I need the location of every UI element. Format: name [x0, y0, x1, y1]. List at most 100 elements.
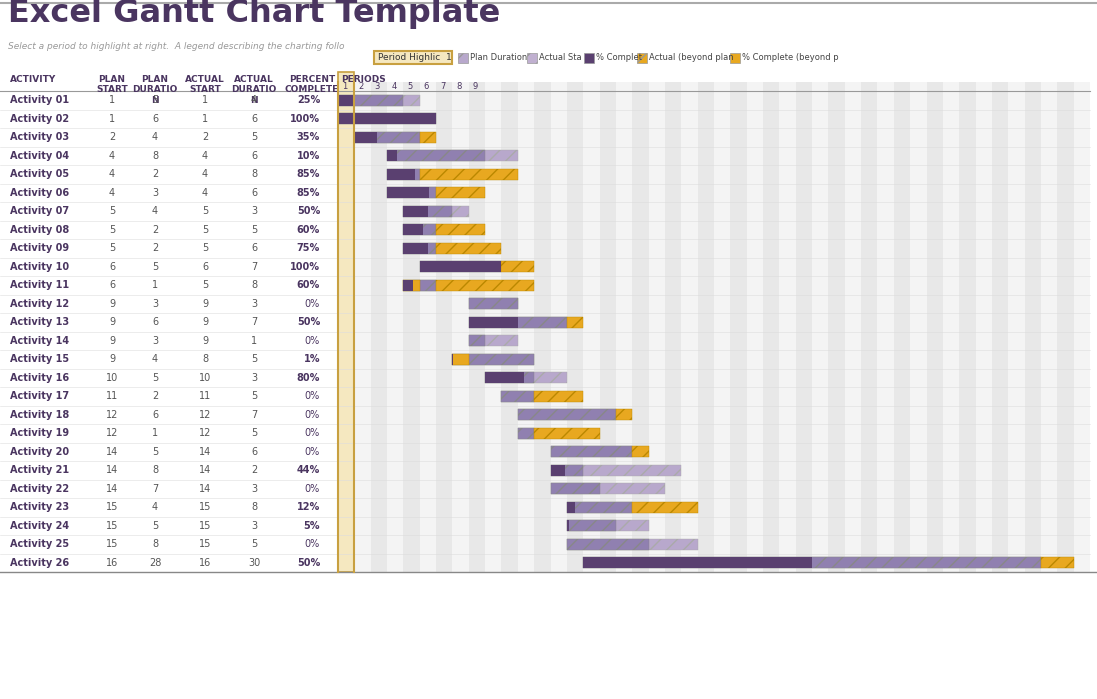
Text: PERIODS: PERIODS: [341, 75, 386, 84]
Bar: [534, 428, 600, 439]
Bar: [779, 82, 795, 572]
Bar: [338, 82, 354, 572]
Bar: [1041, 82, 1058, 572]
Bar: [354, 131, 420, 143]
Text: Activity 07: Activity 07: [10, 206, 69, 216]
Text: 75%: 75%: [297, 243, 320, 253]
Text: 25%: 25%: [297, 95, 320, 106]
Bar: [698, 82, 714, 572]
Text: 10: 10: [106, 373, 118, 383]
Bar: [404, 206, 452, 217]
Bar: [338, 113, 437, 124]
Text: 3: 3: [375, 82, 381, 91]
Text: Plan Duration: Plan Duration: [470, 53, 528, 62]
Text: 5: 5: [202, 243, 208, 253]
FancyBboxPatch shape: [730, 53, 740, 63]
Bar: [485, 82, 501, 572]
Bar: [468, 336, 485, 346]
Text: % Complet: % Complet: [596, 53, 642, 62]
Text: 8: 8: [456, 82, 462, 91]
Text: 9: 9: [473, 82, 478, 91]
Bar: [468, 354, 534, 365]
Bar: [404, 206, 468, 217]
Bar: [567, 502, 575, 513]
Bar: [551, 465, 681, 476]
Text: 4: 4: [109, 169, 115, 179]
Text: 6: 6: [152, 114, 158, 124]
Text: 5: 5: [251, 391, 257, 401]
Text: Select a period to highlight at right.  A legend describing the charting follo: Select a period to highlight at right. A…: [8, 42, 344, 51]
Bar: [584, 557, 1041, 568]
Bar: [648, 82, 665, 572]
Bar: [468, 317, 518, 328]
Text: 2: 2: [251, 466, 257, 475]
Bar: [567, 502, 632, 513]
Text: Activity 11: Activity 11: [10, 280, 69, 290]
Bar: [1041, 557, 1074, 568]
Bar: [452, 354, 534, 365]
Text: 3: 3: [251, 206, 257, 216]
Text: 12: 12: [105, 428, 118, 438]
Bar: [404, 280, 414, 291]
Bar: [485, 372, 524, 383]
Bar: [551, 465, 565, 476]
Bar: [992, 82, 1008, 572]
Bar: [747, 82, 764, 572]
Text: Actual Sta: Actual Sta: [539, 53, 581, 62]
Text: 7: 7: [151, 484, 158, 493]
Text: 50%: 50%: [297, 558, 320, 568]
Text: 0%: 0%: [305, 336, 320, 346]
Bar: [452, 354, 468, 365]
Text: 6: 6: [152, 410, 158, 420]
Bar: [894, 82, 911, 572]
Bar: [861, 82, 878, 572]
Text: 14: 14: [199, 447, 211, 456]
Bar: [387, 168, 420, 180]
Text: 1: 1: [109, 114, 115, 124]
Text: Activity 19: Activity 19: [10, 428, 69, 438]
Text: 5: 5: [151, 261, 158, 272]
Text: 4: 4: [152, 132, 158, 143]
Text: 6: 6: [251, 447, 257, 456]
Text: Activity 08: Activity 08: [10, 225, 69, 235]
Text: 6: 6: [202, 261, 208, 272]
Text: 4: 4: [392, 82, 396, 91]
Text: 6: 6: [109, 261, 115, 272]
Text: 6: 6: [251, 188, 257, 198]
Bar: [387, 168, 420, 180]
Text: 14: 14: [106, 466, 118, 475]
Text: 14: 14: [199, 466, 211, 475]
Bar: [534, 82, 551, 572]
Text: 4: 4: [202, 188, 208, 198]
Bar: [468, 82, 485, 572]
Text: 15: 15: [199, 521, 212, 531]
Bar: [485, 372, 567, 383]
Text: 5: 5: [202, 225, 208, 235]
FancyBboxPatch shape: [338, 72, 354, 572]
Text: Activity 26: Activity 26: [10, 558, 69, 568]
Text: 5: 5: [407, 82, 412, 91]
Bar: [551, 483, 600, 494]
Text: 80%: 80%: [296, 373, 320, 383]
Text: Activity 01: Activity 01: [10, 95, 69, 106]
Bar: [567, 502, 632, 513]
Text: 10%: 10%: [297, 151, 320, 161]
Bar: [387, 187, 437, 199]
Bar: [714, 82, 731, 572]
Text: Activity 02: Activity 02: [10, 114, 69, 124]
Bar: [468, 317, 567, 328]
Text: 9: 9: [109, 298, 115, 309]
Text: Activity 16: Activity 16: [10, 373, 69, 383]
Bar: [615, 409, 632, 420]
Text: 1: 1: [152, 280, 158, 290]
Text: 4: 4: [152, 354, 158, 364]
Text: 8: 8: [251, 169, 257, 179]
Text: PERCENT
COMPLETE: PERCENT COMPLETE: [285, 75, 339, 94]
Bar: [468, 298, 518, 309]
Text: 85%: 85%: [296, 169, 320, 179]
Bar: [437, 280, 534, 291]
Text: 6: 6: [109, 280, 115, 290]
Text: 5: 5: [251, 225, 257, 235]
Text: 12%: 12%: [297, 503, 320, 512]
Text: 6: 6: [152, 317, 158, 327]
